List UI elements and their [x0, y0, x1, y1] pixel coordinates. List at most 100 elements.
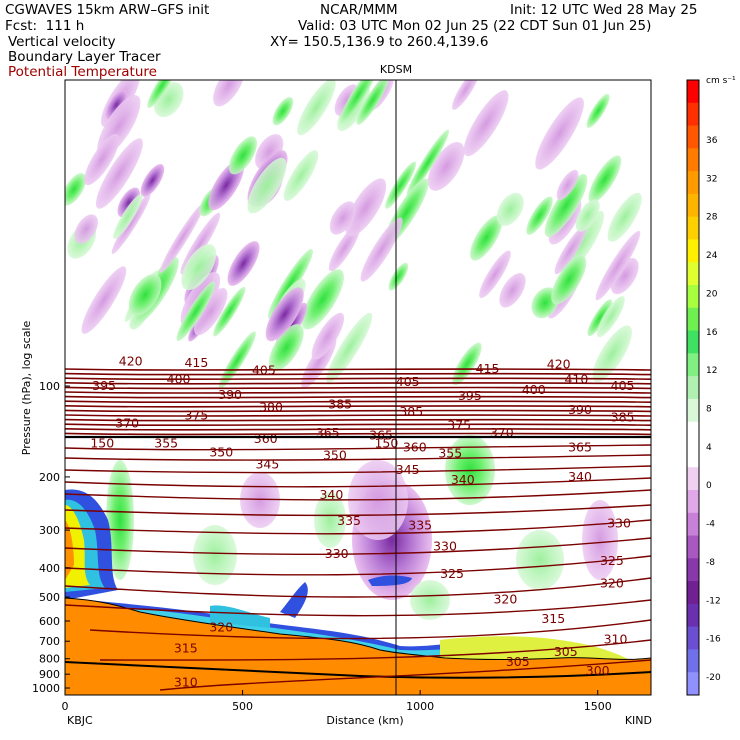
velocity-cell — [479, 250, 511, 299]
colorbar-swatch — [687, 376, 699, 400]
x-axis-label: Distance (km) — [326, 714, 403, 727]
y-tick-label: 800 — [39, 653, 60, 666]
colorbar-swatch — [687, 512, 699, 537]
velocity-cell — [84, 133, 120, 186]
theta-contour — [65, 519, 651, 535]
velocity-cell — [95, 138, 143, 209]
colorbar-label: 0 — [706, 481, 712, 491]
colorbar-label: -4 — [706, 520, 715, 530]
velocity-cell — [592, 325, 632, 383]
tracer-mid-west — [210, 605, 270, 628]
velocity-cell — [470, 215, 503, 261]
theta-label: 400 — [522, 382, 546, 397]
colorbar-swatch — [687, 148, 699, 172]
velocity-cell — [427, 142, 465, 191]
theta-contour — [65, 454, 651, 461]
velocity-cell — [326, 312, 373, 384]
colorbar-frame — [686, 79, 700, 696]
velocity-cell — [544, 174, 588, 237]
init-label: Init: 12 UTC Wed 28 May 25 — [510, 2, 698, 18]
colorbar: 36 32 28 24 20 16 12 8 4 0 -4 -8 -12 -16 -20 — [686, 79, 721, 696]
theta-label: 385 — [611, 409, 635, 424]
theta-label: 335 — [337, 513, 361, 528]
colorbar-swatch — [687, 581, 699, 605]
theta-label: 305 — [554, 644, 578, 659]
theta-label: 330 — [325, 546, 349, 561]
velocity-cell — [159, 203, 205, 273]
theta-label: 380 — [259, 400, 283, 415]
kdsm-marker-label: KDSM — [380, 63, 412, 76]
theta-contour — [65, 428, 651, 431]
forecast-hour: Fcst: 111 h — [5, 18, 85, 34]
theta-label: 405 — [252, 363, 276, 378]
theta-label: 415 — [184, 355, 208, 370]
y-tick-label: 1000 — [32, 682, 60, 695]
velocity-cell — [111, 193, 151, 254]
colorbar-label: 36 — [706, 136, 718, 146]
velocity-cell — [228, 136, 258, 175]
velocity-cell — [554, 225, 587, 275]
velocity-cell — [575, 199, 600, 232]
velocity-cell — [607, 192, 642, 242]
theta-label: 400 — [167, 371, 191, 386]
colorbar-label: 28 — [706, 213, 718, 223]
velocity-cell — [147, 80, 178, 108]
theta-contour — [65, 372, 651, 376]
theta-label: 360 — [254, 431, 278, 446]
colorbar-swatch — [687, 193, 699, 218]
colorbar-swatch — [687, 672, 699, 696]
colorbar-swatch — [687, 285, 699, 309]
theta-label: 330 — [433, 539, 457, 554]
potential-temperature-labels: 420 415 405 395 400 390 380 385 375 370 365 365 360 3… — [90, 354, 634, 690]
theta-label: 350 — [209, 445, 233, 460]
colorbar-label: 4 — [706, 443, 712, 453]
theta-label: 325 — [440, 566, 464, 581]
theta-label: 390 — [568, 402, 592, 417]
theta-label: 365 — [369, 428, 393, 443]
theta-label: 355 — [438, 445, 462, 460]
field-vertical-velocity: Vertical velocity — [8, 34, 116, 50]
theta-label: 320 — [493, 592, 517, 607]
velocity-cell — [247, 157, 287, 214]
velocity-cell — [65, 173, 86, 206]
velocity-cell — [385, 161, 417, 209]
theta-label: 410 — [564, 371, 588, 386]
x-tick-label: 0 — [62, 700, 69, 713]
velocity-cell — [452, 342, 482, 386]
theta-label: 320 — [209, 619, 233, 634]
velocity-cell — [329, 201, 356, 235]
colorbar-label: -16 — [706, 635, 721, 645]
theta-contour — [65, 444, 651, 451]
theta-label: 325 — [600, 553, 624, 568]
theta-label: 150 — [90, 436, 114, 451]
theta-contour — [65, 409, 651, 413]
velocity-cell — [595, 230, 641, 301]
colorbar-swatch — [687, 80, 699, 104]
velocity-cell — [272, 97, 294, 126]
colorbar-label: 24 — [706, 251, 718, 261]
theta-label: 300 — [586, 663, 610, 678]
velocity-cell — [265, 287, 304, 342]
x-tick-label: 500 — [232, 700, 253, 713]
x-end-label-right: KIND — [625, 714, 652, 727]
theta-label: 405 — [396, 374, 420, 389]
colorbar-swatch — [687, 467, 699, 491]
theta-contour — [65, 577, 651, 598]
velocity-cell — [311, 312, 345, 360]
theta-label: 355 — [154, 436, 178, 451]
colorbar-swatch — [687, 171, 699, 195]
velocity-cell — [588, 155, 622, 203]
y-tick-label: 300 — [39, 524, 60, 537]
y-tick-label: 400 — [39, 562, 60, 575]
velocity-cell — [516, 530, 564, 590]
theta-label: 330 — [607, 515, 631, 530]
colorbar-label: -12 — [706, 596, 721, 606]
theta-label: 345 — [396, 462, 420, 477]
velocity-cell — [176, 281, 216, 342]
tracer-left-peak — [65, 520, 74, 580]
colorbar-swatch — [687, 239, 699, 263]
colorbar-swatch — [687, 490, 699, 514]
colorbar-swatch — [687, 421, 699, 445]
velocity-cell — [610, 257, 639, 295]
